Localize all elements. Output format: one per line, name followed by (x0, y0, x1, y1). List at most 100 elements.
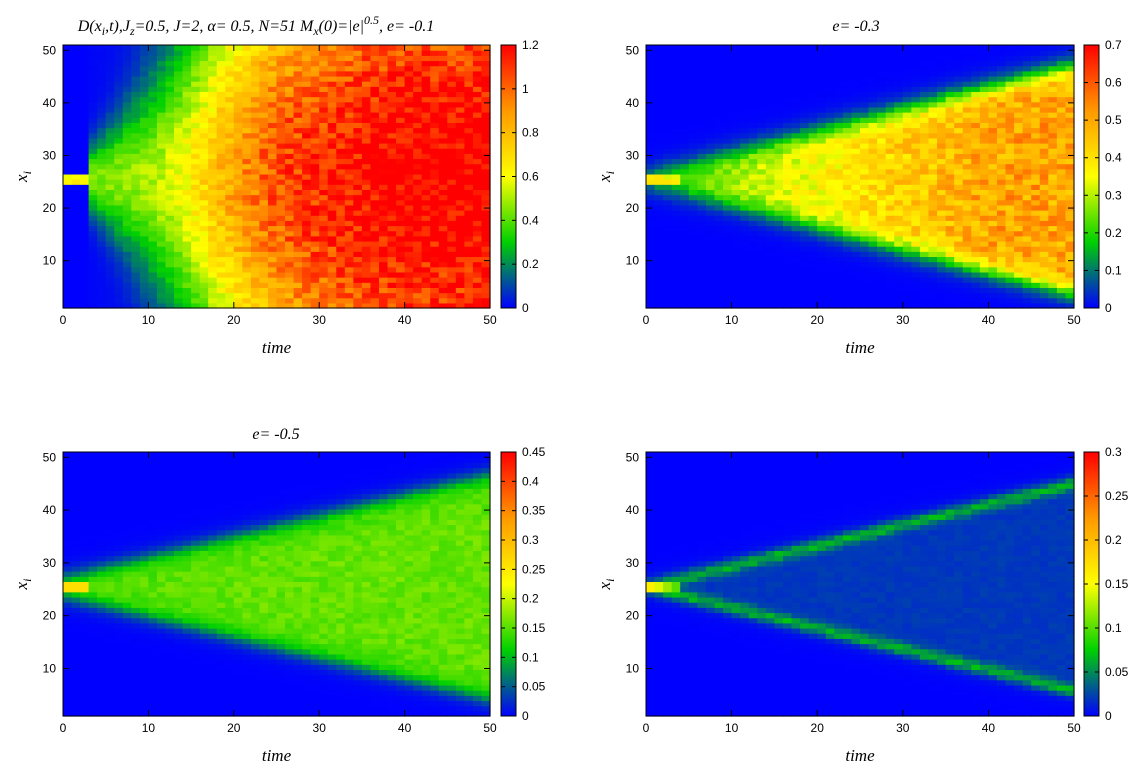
heatmap-cell (413, 168, 423, 175)
heatmap-cell (740, 101, 750, 108)
heatmap-cell (731, 292, 741, 299)
heatmap-cell (971, 199, 981, 206)
heatmap-cell (361, 158, 372, 165)
heatmap-cell (267, 184, 278, 190)
heatmap-cell (765, 45, 775, 51)
heatmap-cell (902, 45, 912, 51)
heatmap-cell (765, 261, 775, 268)
heatmap-cell (979, 65, 989, 72)
heatmap-cell (404, 277, 414, 283)
heatmap-cell (671, 215, 681, 221)
heatmap-cell (336, 122, 346, 129)
heatmap-cell (481, 297, 491, 304)
heatmap-cell (182, 261, 192, 268)
heatmap-cell (191, 117, 201, 123)
heatmap-cell (782, 282, 793, 288)
heatmap-cell (1005, 179, 1015, 185)
heatmap-cell (894, 256, 904, 263)
heatmap-cell (344, 70, 354, 77)
heatmap-cell (182, 292, 192, 299)
heatmap-cell (937, 106, 947, 113)
heatmap-cell (877, 173, 887, 180)
heatmap-cell (481, 153, 491, 160)
heatmap-cell (911, 96, 921, 103)
heatmap-cell (1022, 261, 1032, 268)
heatmap-cell (438, 256, 448, 263)
heatmap-cell (114, 194, 124, 201)
heatmap-cell (765, 240, 775, 247)
heatmap-cell (319, 106, 329, 113)
heatmap-cell (455, 127, 465, 134)
heatmap-cell (988, 225, 998, 232)
heatmap-cell (174, 142, 184, 149)
heatmap-cell (731, 277, 741, 283)
heatmap-cell (671, 220, 681, 227)
heatmap-cell (63, 297, 73, 304)
heatmap-cell (688, 70, 698, 77)
heatmap-cell (285, 148, 295, 154)
heatmap-cell (714, 112, 724, 118)
heatmap-cell (404, 220, 414, 227)
heatmap-cell (928, 240, 938, 247)
heatmap-cell (447, 55, 457, 62)
heatmap-cell (800, 91, 810, 98)
heatmap-cell (680, 122, 690, 129)
heatmap-cell (208, 225, 218, 232)
heatmap-cell (139, 246, 149, 252)
heatmap-cell (748, 297, 758, 304)
heatmap-cell (191, 55, 201, 62)
heatmap-cell (1039, 173, 1049, 180)
colorbar-tick-label: 1.2 (522, 38, 539, 52)
heatmap-cell (250, 70, 261, 77)
heatmap-cell (378, 60, 389, 67)
heatmap-cell (199, 153, 209, 160)
heatmap-cell (250, 163, 261, 170)
heatmap-cell (911, 225, 921, 232)
heatmap-cell (988, 81, 998, 87)
heatmap-cell (276, 101, 286, 108)
heatmap-cell (80, 271, 90, 278)
heatmap-cell (285, 153, 295, 160)
heatmap-cell (979, 173, 989, 180)
heatmap-cell (885, 235, 895, 242)
heatmap-cell (825, 142, 835, 149)
heatmap-cell (344, 302, 354, 309)
heatmap-cell (430, 60, 440, 67)
heatmap-cell (800, 101, 810, 108)
heatmap-cell (148, 91, 158, 98)
heatmap-cell (1031, 91, 1041, 98)
heatmap-cell (242, 148, 252, 154)
heatmap-cell (148, 65, 158, 72)
heatmap-cell (654, 240, 664, 247)
heatmap-cell (979, 297, 989, 304)
heatmap-cell (774, 235, 784, 242)
heatmap-cell (233, 292, 243, 299)
heatmap-cell (139, 240, 149, 247)
heatmap-cell (156, 117, 167, 123)
heatmap-cell (114, 45, 124, 51)
heatmap-cell (370, 112, 380, 118)
heatmap-cell (714, 302, 724, 309)
heatmap-cell (868, 75, 878, 82)
heatmap-cell (988, 168, 998, 175)
heatmap-cell (88, 225, 98, 232)
heatmap-cell (688, 117, 698, 123)
heatmap-cell (791, 55, 801, 62)
heatmap-cell (413, 246, 423, 252)
heatmap-cell (105, 251, 115, 258)
heatmap-cell (233, 45, 243, 51)
heatmap-cell (902, 117, 912, 123)
heatmap-cell (680, 215, 690, 221)
heatmap-cell (1031, 75, 1041, 82)
heatmap-cell (378, 297, 389, 304)
heatmap-cell (250, 199, 261, 206)
heatmap-cell (731, 122, 741, 129)
heatmap-cell (723, 65, 733, 72)
heatmap-cell (988, 246, 998, 252)
heatmap-cell (1031, 60, 1041, 67)
heatmap-cell (705, 106, 716, 113)
heatmap-cell (705, 261, 716, 268)
heatmap-cell (336, 215, 346, 221)
heatmap-cell (285, 204, 295, 211)
heatmap-cell (705, 210, 716, 216)
